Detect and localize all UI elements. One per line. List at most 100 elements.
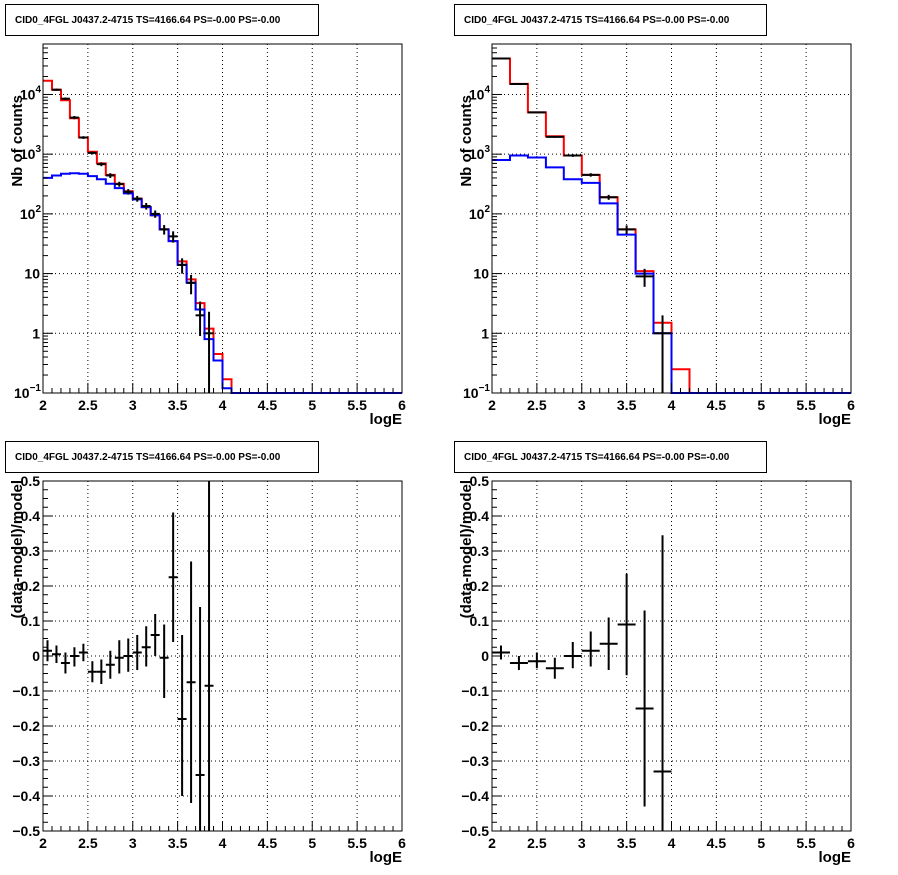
y-tick-label: 102 <box>20 204 42 222</box>
data-point <box>96 162 106 167</box>
data-point <box>105 650 115 679</box>
x-axis-label: logE <box>370 411 403 428</box>
x-tick-label: 4 <box>668 835 676 851</box>
y-tick-label: −0.3 <box>461 753 489 769</box>
y-tick-label: 10 <box>473 266 489 282</box>
y-tick-label: 103 <box>469 144 491 162</box>
data-point <box>177 635 187 796</box>
data-point <box>141 626 151 667</box>
x-tick-label: 4.5 <box>707 835 727 851</box>
y-tick-label: 103 <box>20 144 42 162</box>
x-tick-label: 3.5 <box>168 397 188 413</box>
y-tick-label: 0 <box>481 648 489 664</box>
data-point <box>563 154 582 157</box>
y-axis-label: (data-model)/model <box>458 480 475 618</box>
data-point <box>78 643 88 662</box>
x-tick-label: 2.5 <box>78 397 98 413</box>
chart-panel-2: CID0_4FGL J0437.2-4715 TS=4166.64 PS=-0.… <box>454 4 855 428</box>
y-axis-label: Nb of counts <box>458 95 475 187</box>
data-point <box>141 203 151 210</box>
data-point <box>168 231 178 243</box>
data-point <box>159 225 169 235</box>
data-point <box>635 268 654 287</box>
x-tick-label: 4.5 <box>707 397 727 413</box>
chart-title: CID0_4FGL J0437.2-4715 TS=4166.64 PS=-0.… <box>464 15 730 26</box>
x-tick-label: 5 <box>757 397 765 413</box>
data-point <box>43 640 52 662</box>
data-point <box>177 258 187 274</box>
y-axis: −0.5 −0.4 −0.3 −0.2 −0.1 0 0.1 0.2 0.3 0.4 0.5 <box>12 473 53 839</box>
x-axis-label: logE <box>370 849 403 866</box>
x-tick-label: 2 <box>488 835 496 851</box>
y-tick-label: 104 <box>20 84 42 102</box>
y-tick-label: −0.5 <box>461 823 489 839</box>
data-point <box>105 173 115 178</box>
x-tick-label: 3.5 <box>617 397 637 413</box>
x-tick-label: 5.5 <box>796 835 816 851</box>
grid-lines <box>492 481 851 831</box>
x-tick-label: 2.5 <box>78 835 98 851</box>
data-point <box>195 301 205 337</box>
chart-panel-4: CID0_4FGL J0437.2-4715 TS=4166.64 PS=-0.… <box>454 441 855 866</box>
data-point <box>87 151 97 155</box>
y-axis: −0.5 −0.4 −0.3 −0.2 −0.1 0 0.1 0.2 0.3 0.4 0.5 <box>461 473 502 839</box>
chart-title: CID0_4FGL J0437.2-4715 TS=4166.64 PS=-0.… <box>15 452 281 463</box>
x-tick-label: 6 <box>847 835 855 851</box>
data-point <box>69 647 79 667</box>
x-axis: 2 2.5 3 3.5 4 4.5 5 5.5 6 <box>488 383 855 413</box>
chart-title-box <box>5 4 319 36</box>
chart-title-box <box>454 4 767 36</box>
data-point <box>509 82 528 85</box>
chart-title: CID0_4FGL J0437.2-4715 TS=4166.64 PS=-0.… <box>464 452 730 463</box>
data-point <box>527 111 546 114</box>
x-tick-label: 5 <box>757 835 765 851</box>
chart-panel-1: CID0_4FGL J0437.2-4715 TS=4166.64 PS=-0.… <box>5 4 406 428</box>
data-point <box>60 652 70 674</box>
x-tick-label: 5.5 <box>347 397 367 413</box>
data-point <box>204 311 214 393</box>
x-tick-label: 4.5 <box>258 397 278 413</box>
chart-title-box <box>454 441 767 473</box>
x-tick-label: 5.5 <box>796 397 816 413</box>
y-tick-label: 0.4 <box>21 508 41 524</box>
y-tick-label: 0.2 <box>21 578 41 594</box>
data-point <box>78 136 88 139</box>
data-point <box>150 210 160 218</box>
data-point <box>599 194 618 200</box>
x-axis-label: logE <box>819 849 852 866</box>
y-tick-label: −0.2 <box>461 718 489 734</box>
data-point <box>186 561 196 803</box>
x-tick-label: 4 <box>219 397 227 413</box>
x-tick-label: 3 <box>129 397 137 413</box>
y-tick-label: 0.1 <box>470 613 490 629</box>
data-point <box>527 652 546 669</box>
y-tick-label: 104 <box>469 84 491 102</box>
data-point <box>60 97 70 100</box>
y-tick-label: −0.4 <box>12 788 40 804</box>
data-point <box>132 195 142 202</box>
x-tick-label: 3.5 <box>168 835 188 851</box>
x-tick-label: 2 <box>488 397 496 413</box>
data-point <box>545 135 564 138</box>
grid-lines <box>43 44 402 393</box>
data-point <box>545 657 564 679</box>
data-point <box>51 645 61 663</box>
y-tick-label: −0.3 <box>12 753 40 769</box>
y-tick-label: 1 <box>32 325 40 341</box>
x-tick-label: 2.5 <box>527 835 547 851</box>
y-tick-label: 10−1 <box>14 383 41 401</box>
y-tick-label: 0.3 <box>21 543 41 559</box>
y-tick-label: 1 <box>481 325 489 341</box>
y-tick-label: 0 <box>32 648 40 664</box>
x-tick-label: 6 <box>398 397 406 413</box>
y-tick-label: −0.1 <box>12 683 40 699</box>
data-point <box>195 607 205 831</box>
x-tick-label: 3 <box>578 835 586 851</box>
data-point <box>114 640 124 674</box>
y-tick-label: −0.5 <box>12 823 40 839</box>
data-point <box>617 225 636 235</box>
data-point <box>635 610 654 807</box>
model-histogram-line <box>492 154 851 394</box>
chart-title: CID0_4FGL J0437.2-4715 TS=4166.64 PS=-0.… <box>15 15 281 26</box>
